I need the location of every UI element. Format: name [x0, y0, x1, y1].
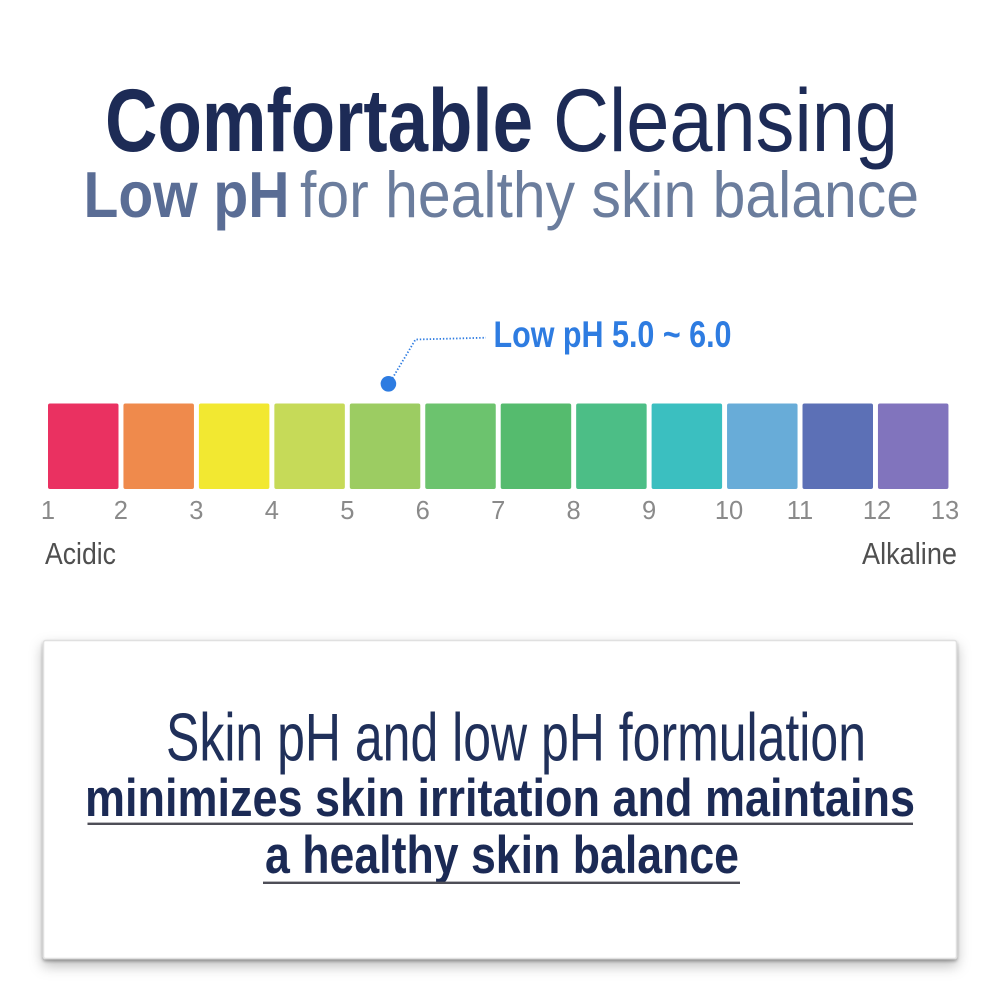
svg-text:minimizes skin irritation and: minimizes skin irritation and maintains — [85, 769, 915, 828]
svg-text:7: 7 — [491, 497, 505, 525]
svg-text:Alkaline: Alkaline — [862, 536, 957, 571]
svg-text:8: 8 — [567, 497, 581, 525]
svg-text:4: 4 — [265, 497, 279, 525]
svg-text:a healthy skin balance: a healthy skin balance — [265, 826, 739, 885]
svg-text:9: 9 — [642, 497, 656, 525]
svg-text:Acidic: Acidic — [45, 536, 116, 571]
svg-text:12: 12 — [863, 497, 891, 525]
svg-text:1: 1 — [41, 497, 55, 525]
svg-text:Low pH 5.0 ~ 6.0: Low pH 5.0 ~ 6.0 — [494, 314, 732, 355]
svg-text:Skin pH and low pH formulation: Skin pH and low pH formulation — [166, 700, 866, 776]
svg-text:6: 6 — [416, 497, 430, 525]
svg-text:3: 3 — [189, 497, 203, 525]
svg-text:2: 2 — [114, 497, 128, 525]
svg-text:Comfortable: Comfortable — [105, 70, 533, 170]
svg-text:10: 10 — [715, 497, 743, 525]
svg-text:Low pH: Low pH — [84, 158, 290, 231]
svg-text:Cleansing: Cleansing — [553, 70, 898, 170]
svg-text:5: 5 — [340, 497, 354, 525]
svg-text:for healthy skin balance: for healthy skin balance — [300, 158, 919, 231]
svg-text:13: 13 — [931, 497, 959, 525]
svg-text:11: 11 — [787, 497, 813, 525]
